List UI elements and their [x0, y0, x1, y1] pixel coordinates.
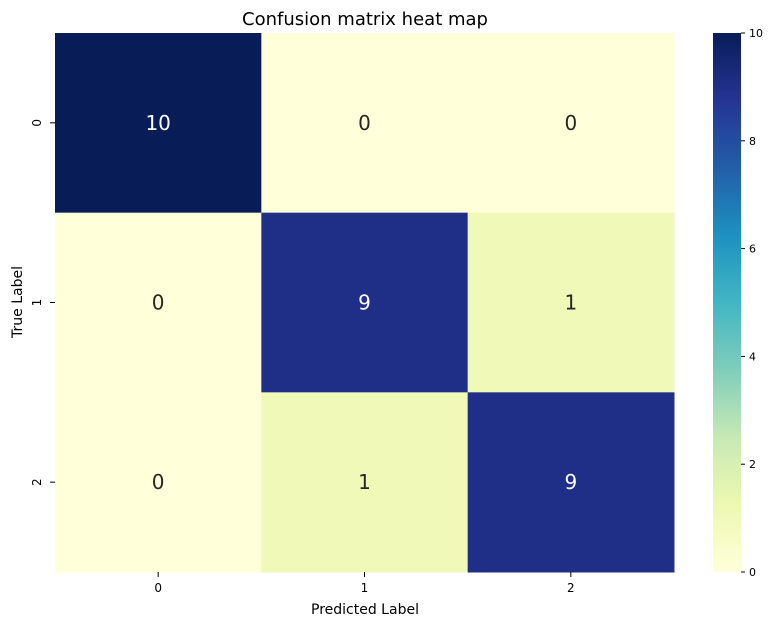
colorbar-tick-label-3: 6: [749, 243, 756, 256]
heatmap-cell-1-2: [467, 212, 675, 393]
colorbar-gradient: [713, 33, 741, 572]
cell-value-label-0-0: 10: [145, 111, 170, 135]
heatmap-cell-2-2: [467, 392, 675, 573]
x-axis: 0 1 2: [154, 572, 575, 595]
heatmap-cell-1-1: [261, 212, 469, 393]
chart-title: Confusion matrix heat map: [242, 9, 488, 30]
x-tick-label-0: 0: [154, 581, 162, 595]
heatmap-cells: [55, 33, 675, 573]
heatmap-cell-0-2: [467, 33, 675, 214]
y-tick-label-0: 0: [30, 119, 44, 127]
colorbar-tick-label-5: 10: [749, 27, 763, 40]
heatmap-cell-0-1: [261, 33, 469, 214]
heatmap-cell-2-0: [55, 392, 262, 573]
x-tick-label-2: 2: [567, 581, 575, 595]
cell-value-label-0-2: 0: [564, 111, 577, 135]
y-axis: 0 1 2: [30, 119, 55, 486]
y-tick-label-1: 1: [30, 299, 44, 307]
cell-value-label-1-1: 9: [358, 291, 371, 315]
cell-value-label-2-2: 9: [564, 470, 577, 494]
x-axis-label: Predicted Label: [311, 602, 419, 618]
colorbar-tick-label-1: 2: [749, 458, 756, 471]
cell-value-label-1-0: 0: [152, 291, 165, 315]
cell-value-label-1-2: 1: [564, 291, 577, 315]
heatmap-cell-1-0: [55, 212, 262, 393]
heatmap-cell-0-0: [55, 33, 262, 214]
y-axis-label: True Label: [10, 266, 26, 339]
colorbar-tick-label-4: 8: [749, 135, 756, 148]
cell-value-label-2-1: 1: [358, 470, 371, 494]
colorbar-tick-label-0: 0: [749, 566, 756, 579]
colorbar: 0 2 4 6 8 10: [713, 27, 763, 579]
cell-value-label-2-0: 0: [152, 470, 165, 494]
y-tick-label-2: 2: [30, 478, 44, 486]
heatmap-annotations: 10 0 00 9 10 1 9: [145, 111, 577, 494]
x-tick-label-1: 1: [361, 581, 369, 595]
heatmap-cell-2-1: [261, 392, 469, 573]
cell-value-label-0-1: 0: [358, 111, 371, 135]
colorbar-tick-label-2: 4: [749, 350, 756, 363]
